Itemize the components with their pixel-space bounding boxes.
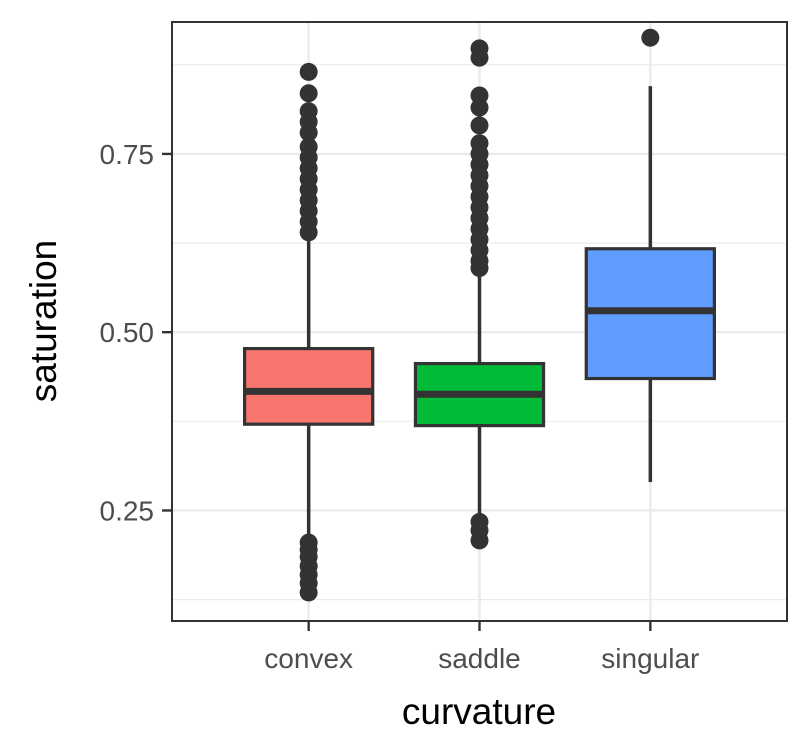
y-axis: 0.25 0.50 0.75 xyxy=(100,139,172,526)
outlier-point xyxy=(470,48,489,67)
outlier-point xyxy=(470,98,489,117)
outlier-point xyxy=(470,259,489,278)
box-singular xyxy=(584,28,716,482)
x-tick-label-convex: convex xyxy=(264,643,353,674)
box-body xyxy=(243,346,375,426)
outlier-point xyxy=(299,84,318,103)
outlier-point xyxy=(299,123,318,142)
outlier-point xyxy=(299,583,318,602)
outlier-point xyxy=(470,116,489,135)
outlier-point xyxy=(641,28,660,47)
outlier-point xyxy=(299,62,318,81)
x-tick-label-saddle: saddle xyxy=(438,643,521,674)
y-tick-label: 0.75 xyxy=(100,139,155,170)
y-tick-label: 0.50 xyxy=(100,317,155,348)
box-saddle xyxy=(413,39,546,550)
y-axis-title: saturation xyxy=(23,240,64,403)
x-axis-title: curvature xyxy=(402,691,556,732)
x-tick-label-singular: singular xyxy=(601,643,699,674)
y-tick-label: 0.25 xyxy=(100,495,155,526)
outlier-point xyxy=(299,223,318,242)
x-axis: convex saddle singular xyxy=(264,621,699,674)
outlier-point xyxy=(470,531,489,550)
box-convex xyxy=(243,62,375,602)
boxes xyxy=(243,28,716,602)
